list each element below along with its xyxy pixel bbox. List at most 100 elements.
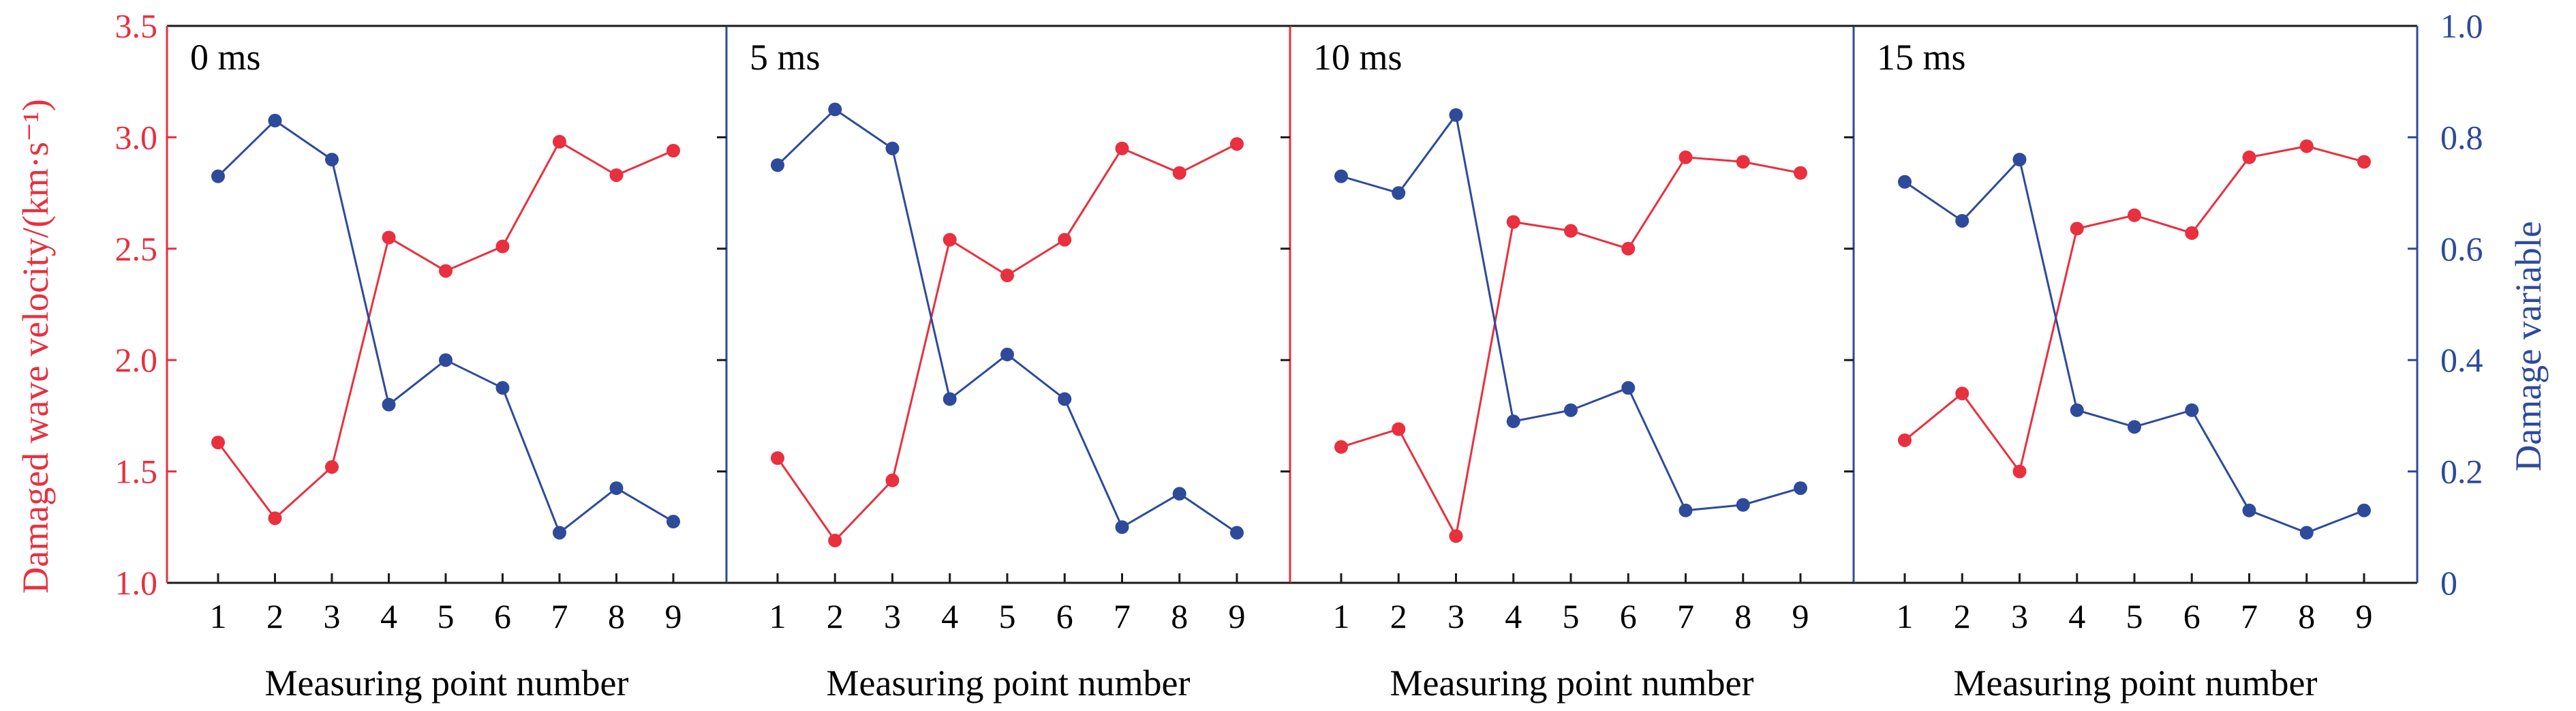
velocity-point	[495, 239, 510, 254]
velocity-point	[2012, 464, 2027, 479]
x-tick-label: 5	[1563, 597, 1580, 635]
velocity-point	[1115, 141, 1129, 155]
velocity-point	[885, 473, 900, 487]
panel-3: 1 2 3 4 5 6 7 8 9 Measuring point number 10 ms	[1281, 25, 1854, 704]
velocity-point	[325, 460, 339, 474]
damage-point	[1898, 175, 1912, 189]
x-tick-label: 1	[769, 597, 786, 635]
damage-point	[1449, 108, 1463, 122]
left-tick-label: 1.0	[115, 564, 158, 602]
damage-point	[1564, 403, 1578, 417]
x-tick-label: 2	[1954, 597, 1971, 635]
damage-point	[609, 481, 624, 496]
left-y-axis: 1.0 1.5 2.0 2.5 3.0 3.5	[115, 7, 177, 602]
x-tick-label: 4	[380, 597, 397, 635]
velocity-point	[2128, 208, 2141, 222]
x-tick-label: 8	[1171, 597, 1188, 635]
damage-line	[776, 108, 1238, 534]
damage-point	[1172, 487, 1186, 501]
damage-point	[1392, 186, 1406, 200]
velocity-point	[1898, 433, 1912, 447]
x-tick-label: 6	[2183, 597, 2201, 635]
velocity-point	[2357, 155, 2371, 169]
damage-point	[1736, 498, 1750, 512]
x-tick-label: 8	[608, 597, 625, 635]
x-tick-label: 7	[1114, 597, 1131, 635]
x-tick-label: 8	[2298, 597, 2315, 635]
x-axis-title: Measuring point number	[1954, 663, 2318, 704]
x-tick-label: 8	[1734, 597, 1751, 635]
panel-2: 1 2 3 4 5 6 7 8 9 Measuring point number 5 ms	[717, 25, 1290, 704]
right-tick-label: 1.0	[2440, 7, 2483, 45]
x-axis-title: Measuring point number	[827, 663, 1191, 704]
panel-label: 5 ms	[750, 37, 821, 78]
left-tick-label: 2.5	[115, 230, 158, 268]
velocity-point	[382, 230, 396, 245]
damage-point	[382, 397, 396, 412]
damage-point	[1230, 526, 1244, 540]
x-tick-label: 2	[266, 597, 283, 635]
velocity-point	[609, 168, 624, 182]
right-y-axis: 0 0.2 0.4 0.6 0.8 1.0	[2408, 7, 2483, 602]
damage-point	[1334, 169, 1348, 183]
right-tick-label: 0.2	[2440, 453, 2483, 491]
x-tick-label: 3	[2011, 597, 2028, 635]
velocity-line	[217, 140, 674, 520]
x-axis-title: Measuring point number	[1390, 663, 1754, 704]
panel-label: 0 ms	[190, 37, 261, 78]
velocity-point	[1392, 422, 1406, 436]
x-tick-label: 3	[884, 597, 901, 635]
damage-point	[1058, 392, 1072, 406]
velocity-point	[1955, 387, 1969, 401]
x-tick-label: 3	[1447, 597, 1465, 635]
damage-point	[771, 158, 784, 172]
velocity-line	[776, 142, 1238, 543]
right-axis-title: Damage variable	[2508, 221, 2549, 471]
damage-point	[2128, 420, 2141, 434]
damage-point	[2185, 403, 2199, 417]
damage-point	[2070, 403, 2084, 417]
velocity-point	[942, 232, 957, 247]
velocity-point	[1334, 440, 1348, 454]
right-tick-label: 0.4	[2440, 341, 2483, 379]
velocity-point	[2242, 150, 2256, 164]
velocity-point	[439, 264, 453, 278]
damage-point	[553, 526, 566, 540]
x-tick-label: 5	[2126, 597, 2143, 635]
x-tick-label: 4	[1505, 597, 1522, 635]
x-tick-label: 4	[2068, 597, 2085, 635]
panel-1: 1 2 3 4 5 6 7 8 9 Measuring point number 0 ms	[166, 25, 726, 704]
x-tick-label: 6	[1056, 597, 1073, 635]
x-tick-label: 1	[210, 597, 227, 635]
x-tick-label: 2	[1390, 597, 1407, 635]
right-tick-label: 0.8	[2440, 118, 2483, 156]
damage-point	[268, 113, 282, 127]
damage-point	[1621, 381, 1636, 395]
panels: 1 2 3 4 5 6 7 8 9 Measuring point number 0 ms 1 2 3 4 5…	[166, 25, 2419, 704]
velocity-point	[1794, 166, 1807, 180]
damage-point	[1955, 213, 1969, 228]
damage-point	[828, 102, 842, 117]
damage-point	[1506, 414, 1520, 429]
x-tick-label: 9	[1792, 597, 1809, 635]
right-tick-label: 0.6	[2440, 230, 2483, 268]
left-tick-label: 3.5	[115, 7, 158, 45]
velocity-point	[1230, 137, 1244, 151]
x-tick-label: 5	[438, 597, 455, 635]
velocity-point	[1000, 269, 1014, 283]
x-tick-label: 7	[551, 597, 568, 635]
x-tick-label: 6	[1620, 597, 1637, 635]
x-tick-label: 7	[1677, 597, 1694, 635]
damage-point	[1115, 520, 1129, 534]
panel-label: 15 ms	[1877, 37, 1966, 78]
right-tick-label: 0	[2440, 564, 2457, 602]
x-tick-label: 7	[2241, 597, 2258, 635]
velocity-point	[211, 436, 225, 450]
panel-4: 1 2 3 4 5 6 7 8 9 Measuring point number 15 ms	[1844, 25, 2419, 704]
damage-point	[1678, 503, 1693, 517]
velocity-point	[2299, 139, 2314, 153]
velocity-point	[1621, 241, 1636, 256]
velocity-point	[2185, 226, 2199, 240]
x-tick-label: 3	[324, 597, 341, 635]
